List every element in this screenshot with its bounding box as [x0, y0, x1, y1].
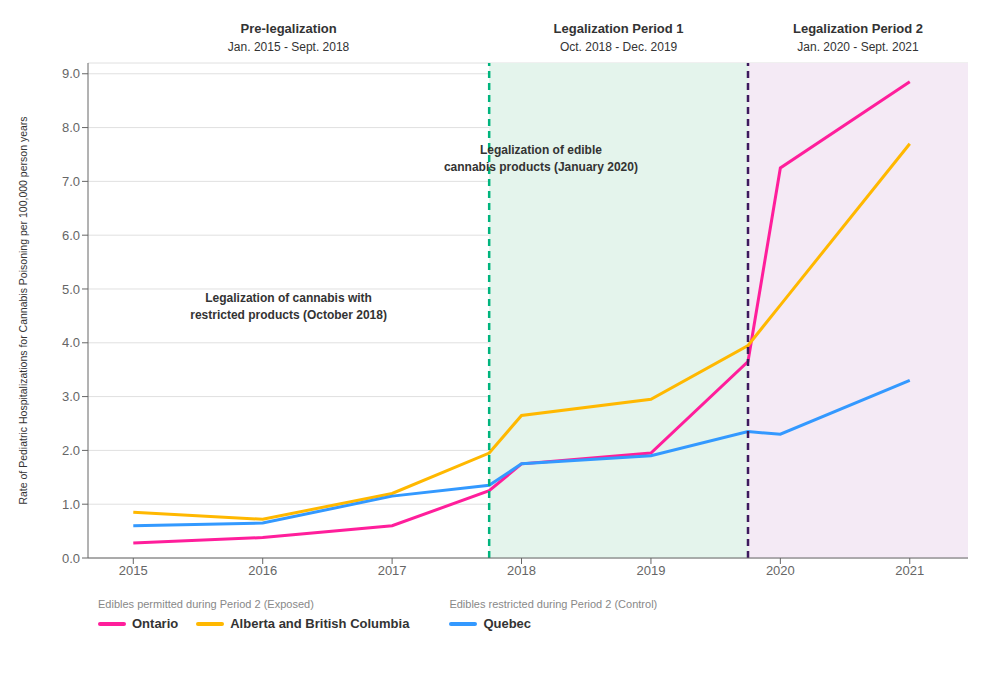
- svg-text:Legalization of ediblecannabis: Legalization of ediblecannabis products …: [444, 144, 638, 175]
- svg-text:0.0: 0.0: [62, 551, 80, 566]
- svg-text:Jan. 2015 - Sept. 2018: Jan. 2015 - Sept. 2018: [228, 40, 350, 54]
- svg-text:Legalization Period 2: Legalization Period 2: [793, 21, 923, 36]
- svg-text:7.0: 7.0: [62, 174, 80, 189]
- svg-text:2019: 2019: [636, 563, 665, 578]
- svg-text:Legalization of cannabis withr: Legalization of cannabis withrestricted …: [190, 291, 387, 322]
- svg-text:4.0: 4.0: [62, 335, 80, 350]
- html-text:Edibles restricted during Peri: Edibles restricted during Period 2 (Cont…: [449, 598, 658, 610]
- svg-text:6.0: 6.0: [62, 228, 80, 243]
- svg-text:Jan. 2020 - Sept. 2021: Jan. 2020 - Sept. 2021: [797, 40, 919, 54]
- svg-text:2015: 2015: [119, 563, 148, 578]
- svg-text:Legalization Period 1: Legalization Period 1: [554, 21, 684, 36]
- svg-text:Rate of Pediatric Hospitalizat: Rate of Pediatric Hospitalizations for C…: [17, 116, 29, 504]
- svg-text:Pre-legalization: Pre-legalization: [241, 21, 337, 36]
- html-text:Ontario: Ontario: [132, 616, 179, 631]
- svg-text:2021: 2021: [895, 563, 924, 578]
- svg-text:2016: 2016: [248, 563, 277, 578]
- svg-text:5.0: 5.0: [62, 282, 80, 297]
- svg-text:Oct. 2018 - Dec. 2019: Oct. 2018 - Dec. 2019: [560, 40, 678, 54]
- svg-text:9.0: 9.0: [62, 66, 80, 81]
- html-text:Quebec: Quebec: [483, 616, 532, 631]
- html-text:Alberta and British Columbia: Alberta and British Columbia: [230, 616, 410, 631]
- svg-text:3.0: 3.0: [62, 389, 80, 404]
- svg-text:2017: 2017: [378, 563, 407, 578]
- svg-text:2020: 2020: [766, 563, 795, 578]
- svg-text:8.0: 8.0: [62, 120, 80, 135]
- html-text:Edibles permitted during Perio: Edibles permitted during Period 2 (Expos…: [98, 598, 314, 610]
- svg-text:2018: 2018: [507, 563, 536, 578]
- svg-text:2.0: 2.0: [62, 443, 80, 458]
- svg-text:1.0: 1.0: [62, 497, 80, 512]
